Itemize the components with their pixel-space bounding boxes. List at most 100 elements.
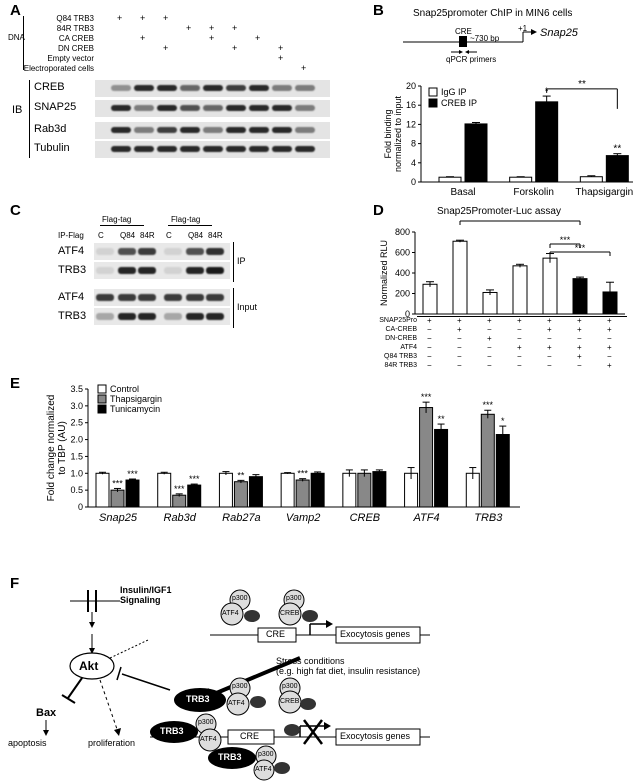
cre-label-bottom: CRE [240, 731, 260, 741]
cre-box [459, 36, 467, 47]
promoter-schematic [403, 29, 537, 54]
luc-sign: − [457, 352, 462, 361]
lane-label: 84R [208, 231, 223, 240]
luc-sign: + [547, 316, 552, 325]
blot-band [157, 105, 177, 111]
y-axis-label-line1: Fold binding [383, 109, 393, 158]
blot-band [203, 127, 223, 133]
luc-sign: − [607, 352, 612, 361]
coip-band [96, 267, 114, 274]
condition-sign: + [232, 43, 238, 53]
blot-label: Tubulin [34, 142, 70, 154]
dna-bracket [23, 16, 24, 70]
sig-marker: ** [438, 414, 446, 424]
panel-f: Insulin/IGF1 Signaling Akt Bax apoptosis… [0, 572, 641, 783]
sig-marker: ** [613, 143, 621, 154]
bar [482, 291, 498, 315]
blot-band [249, 127, 269, 133]
luc-row-label: Q84 TRB3 [384, 353, 417, 360]
panel-label-a: A [10, 2, 21, 19]
x-tick-label: Rab27a [222, 512, 261, 524]
luc-sign: + [427, 316, 432, 325]
legend-swatch [97, 394, 107, 404]
cre-label-top: CRE [266, 629, 286, 639]
luc-sign: + [577, 343, 582, 352]
blot-band [111, 146, 131, 152]
luc-sign: + [487, 316, 492, 325]
y-tick-label: 200 [395, 289, 410, 299]
y-axis-label-line1: Fold change normalized [46, 395, 57, 502]
blot-band [180, 105, 200, 111]
bar [280, 472, 295, 508]
luc-sign: + [577, 316, 582, 325]
condition-row-label: Q84 TRB3 [56, 14, 94, 23]
bar [357, 472, 372, 508]
p300-label-2: p300 [286, 595, 302, 602]
coip-band [138, 313, 156, 320]
blot-band [203, 85, 223, 91]
coip-strip [94, 243, 230, 260]
coip-band [206, 294, 224, 301]
coip-band [138, 294, 156, 301]
blot-band [249, 146, 269, 152]
blot-band [180, 127, 200, 133]
blot-band [226, 105, 246, 111]
stress-line2: (e.g. high fat diet, insulin resistance) [276, 666, 421, 676]
condition-sign: + [255, 33, 261, 43]
blot-label: SNAP25 [34, 101, 77, 113]
atf4-label-2: ATF4 [228, 700, 245, 707]
coip-band [138, 267, 156, 274]
condition-sign: + [140, 13, 146, 23]
blot-band [249, 85, 269, 91]
input-bracket [233, 288, 234, 328]
luc-sign: + [517, 343, 522, 352]
y-tick-label: 12 [406, 119, 416, 129]
coip-band [206, 267, 224, 274]
bar [419, 407, 434, 508]
panel-label-e: E [10, 375, 21, 392]
pathway-diagram [43, 589, 430, 781]
legend-swatch [97, 404, 107, 414]
blot-band [295, 127, 315, 133]
bar [509, 176, 533, 183]
trb3-label-1: TRB3 [186, 694, 210, 704]
p300-label-6: p300 [258, 751, 274, 758]
y-tick-label: 8 [411, 139, 416, 149]
condition-row-label: CA CREB [58, 34, 94, 43]
y-tick-label: 600 [395, 248, 410, 258]
blot-band [180, 85, 200, 91]
creb-label-1: CREB [280, 610, 300, 617]
bar [542, 257, 558, 315]
blot-band [295, 146, 315, 152]
blot-band [134, 146, 154, 152]
sig-marker: *** [421, 392, 432, 402]
legend-label: IgG IP [441, 87, 467, 97]
luc-sign: + [457, 316, 462, 325]
ip-bracket [233, 242, 234, 282]
luc-sign: + [457, 325, 462, 334]
sig-marker: *** [189, 474, 200, 484]
blot-band [272, 105, 292, 111]
apoptosis-label: apoptosis [8, 738, 47, 748]
insulin-line2: Signaling [120, 595, 161, 605]
coip-band [118, 267, 136, 274]
coip-band [118, 248, 136, 255]
x-tick-label: Basal [450, 187, 475, 198]
blot-band [111, 127, 131, 133]
p300-label-1: p300 [232, 595, 248, 602]
luc-sign: + [547, 343, 552, 352]
creb-label-2: CREB [280, 698, 300, 705]
x-tick-label: Vamp2 [286, 512, 320, 524]
luc-sign: − [487, 361, 492, 370]
luc-sign: − [427, 334, 432, 343]
y-tick-label: 0 [78, 502, 83, 512]
coip-band [96, 313, 114, 320]
luc-sign: − [457, 361, 462, 370]
coip-band [96, 248, 114, 255]
luc-sign: − [457, 334, 462, 343]
bar [512, 265, 528, 315]
blot-label: Rab3d [34, 123, 67, 135]
p300-label-4: p300 [282, 683, 298, 690]
y-tick-label: 0 [405, 309, 410, 318]
condition-row-label: Electroporated cells [23, 64, 94, 73]
